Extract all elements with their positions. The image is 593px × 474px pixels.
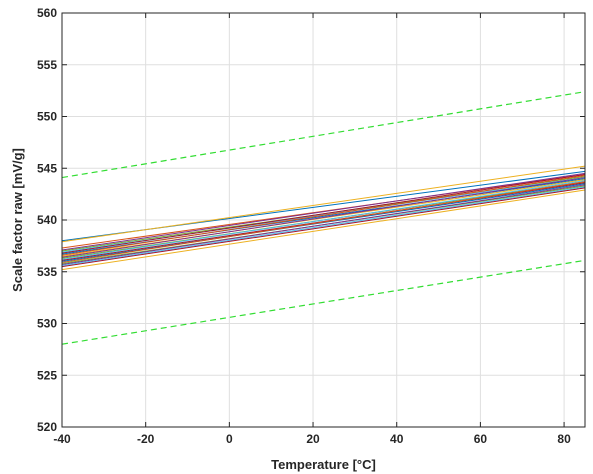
series-line <box>61 172 586 251</box>
series-line <box>61 173 586 254</box>
y-tick-label: 550 <box>37 110 57 124</box>
x-tick-label: 20 <box>306 432 320 446</box>
series-line <box>61 184 586 265</box>
x-tick-label: 0 <box>226 432 233 446</box>
series-line <box>61 173 586 249</box>
x-tick-label: 40 <box>390 432 404 446</box>
y-tick-label: 535 <box>37 265 57 279</box>
x-tick-label: -20 <box>137 432 155 446</box>
series-line <box>61 179 586 257</box>
x-axis-label: Temperature [°C] <box>271 457 376 472</box>
x-tick-label: 80 <box>557 432 571 446</box>
y-tick-label: 540 <box>37 213 57 227</box>
limit-line <box>61 91 586 179</box>
series-layer <box>61 165 586 271</box>
series-line <box>61 182 586 261</box>
series-line <box>61 189 586 271</box>
series-line <box>61 177 586 258</box>
y-tick-label: 545 <box>37 161 57 175</box>
y-tick-label: 525 <box>37 368 57 382</box>
x-tick-label: 60 <box>474 432 488 446</box>
tick-marks <box>61 12 585 428</box>
x-tick-labels: -40 -20 0 20 40 60 80 <box>53 432 571 446</box>
y-tick-labels: 520 525 530 535 540 545 550 555 560 <box>37 6 57 434</box>
x-tick-label: -40 <box>53 432 71 446</box>
limit-line <box>61 259 586 345</box>
series-line <box>61 186 586 267</box>
y-tick-label: 520 <box>37 420 57 434</box>
limit-lines <box>61 91 586 345</box>
y-tick-label: 560 <box>37 6 57 20</box>
y-tick-label: 555 <box>37 58 57 72</box>
series-line <box>61 181 586 263</box>
y-tick-label: 530 <box>37 317 57 331</box>
series-line <box>61 180 586 260</box>
series-line <box>61 165 586 243</box>
series-line <box>61 183 586 262</box>
series-line <box>61 187 586 268</box>
y-axis-label: Scale factor raw [mV/g] <box>10 148 25 292</box>
series-line <box>61 175 586 256</box>
